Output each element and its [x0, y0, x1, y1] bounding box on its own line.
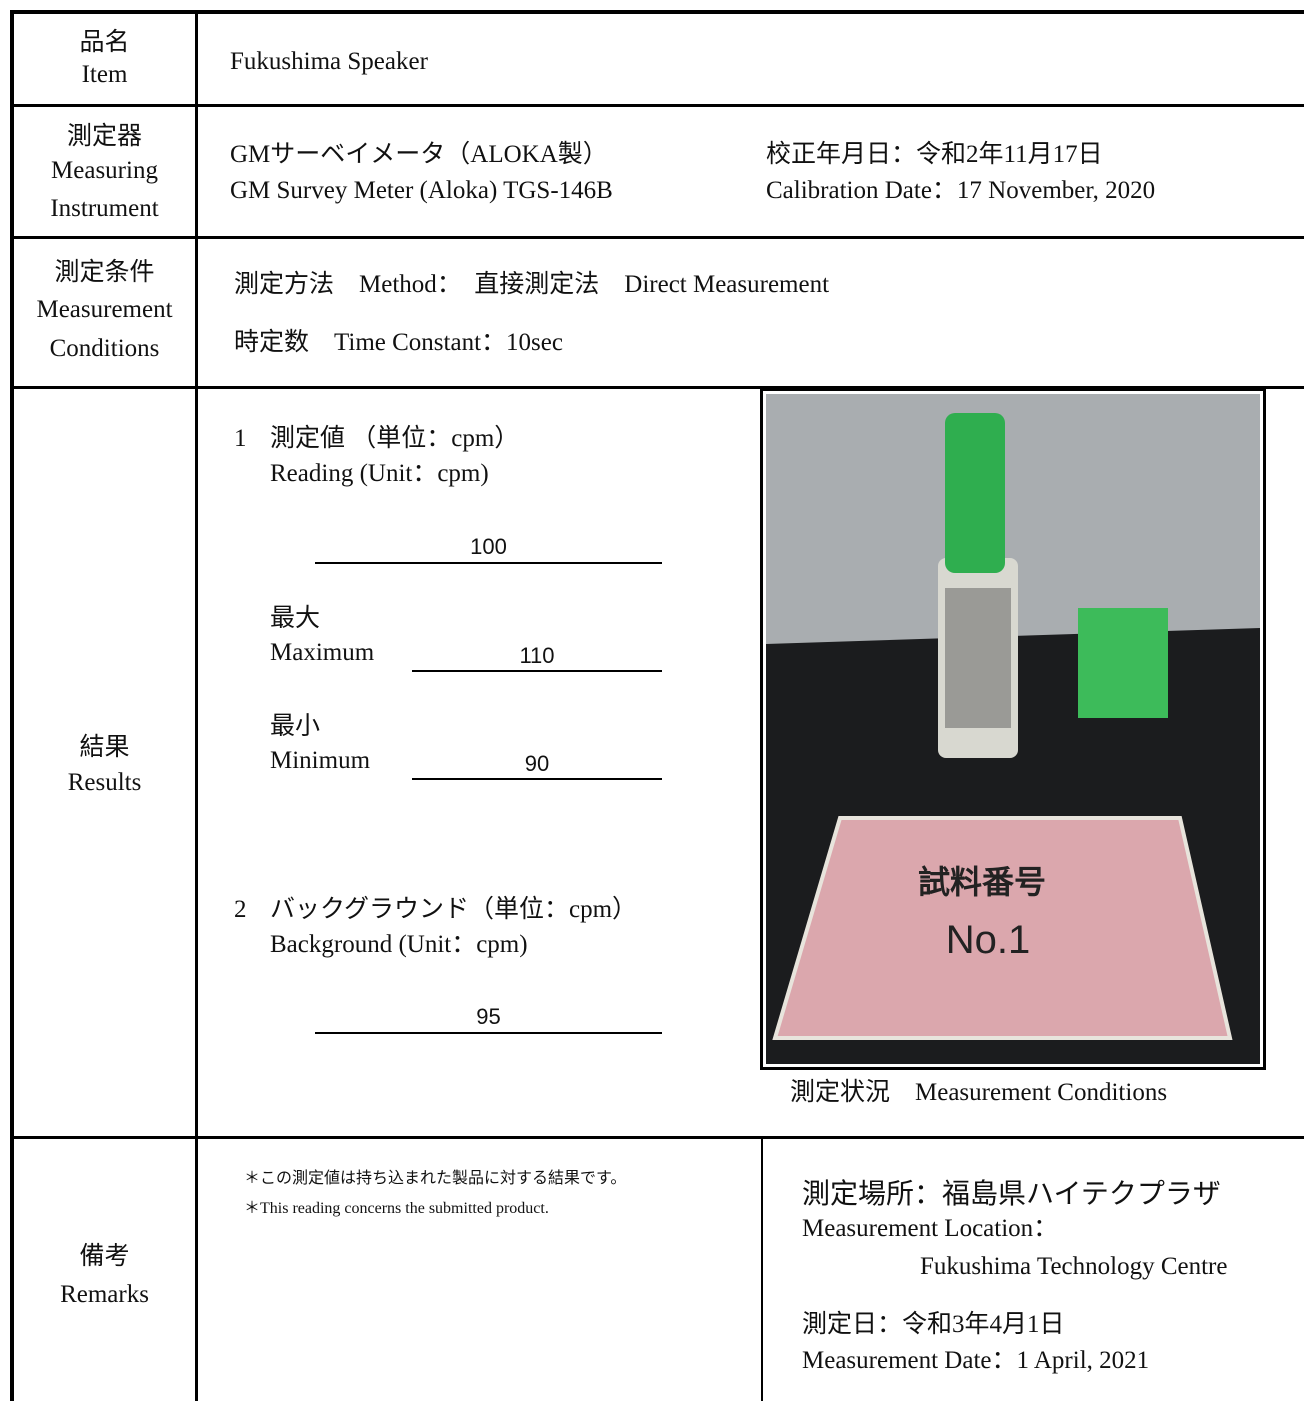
photo: 試料番号 No.1	[760, 388, 1266, 1070]
label: Measuring	[51, 157, 158, 184]
value: Fukushima Speaker	[230, 48, 428, 75]
label: Instrument	[50, 195, 159, 222]
underline	[315, 562, 662, 564]
text: 測定場所：福島県ハイテクプラザ	[802, 1179, 1221, 1210]
text: Maximum	[270, 639, 375, 666]
underline	[412, 670, 662, 672]
value: GMサーベイメータ（ALOKA製）	[230, 141, 608, 168]
text: 最大	[270, 605, 321, 632]
row-divider	[10, 386, 1304, 389]
label: Conditions	[49, 335, 160, 362]
photo-text: No.1	[946, 918, 1031, 962]
value: 90	[524, 751, 550, 776]
value: 校正年月日：令和2年11月17日	[766, 141, 1103, 168]
column-divider	[195, 10, 198, 1401]
value: 100	[470, 534, 507, 559]
text: Measurement Location：	[802, 1215, 1059, 1242]
label: 結果	[79, 734, 130, 761]
text: Minimum	[270, 747, 371, 774]
text: Background (Unit：cpm)	[270, 931, 528, 958]
remarks-divider	[761, 1136, 763, 1401]
underline	[315, 1032, 662, 1034]
value: 95	[476, 1004, 501, 1029]
text: Fukushima Technology Centre	[920, 1253, 1228, 1280]
label: 測定器	[66, 123, 142, 150]
label: Item	[81, 61, 128, 88]
value: 測定方法 Method： 直接測定法 Direct Measurement	[234, 271, 830, 298]
label: Measurement	[36, 296, 173, 323]
underline	[412, 778, 662, 780]
label: 備考	[79, 1243, 130, 1270]
row-divider	[10, 1136, 1304, 1139]
photo-text: 試料番号	[918, 863, 1046, 901]
text: バックグラウンド（単位：cpm）	[270, 896, 638, 923]
label: Results	[67, 769, 142, 796]
text: 測定日：令和3年4月1日	[802, 1311, 1065, 1338]
text: Measurement Date：1 April, 2021	[802, 1347, 1150, 1374]
label: 品名	[79, 29, 130, 56]
number: 2	[234, 896, 247, 923]
note: ＊This reading concerns the submitted pro…	[244, 1200, 549, 1217]
value: Calibration Date：17 November, 2020	[766, 177, 1156, 204]
label: 測定条件	[54, 259, 155, 286]
border-left	[10, 10, 14, 1401]
text: 測定値 （単位：cpm）	[270, 425, 520, 452]
value: 時定数 Time Constant：10sec	[234, 329, 563, 356]
text: Reading (Unit：cpm)	[270, 460, 489, 487]
border-top	[10, 10, 1304, 14]
text: 最小	[270, 713, 321, 740]
caption: 測定状況 Measurement Conditions	[790, 1079, 1168, 1106]
value: GM Survey Meter (Aloka) TGS-146B	[230, 177, 613, 204]
value: 110	[519, 643, 555, 668]
label: Remarks	[60, 1281, 149, 1308]
number: 1	[234, 425, 247, 452]
row-divider	[10, 236, 1304, 239]
note: ＊この測定値は持ち込まれた製品に対する結果です。	[244, 1170, 627, 1187]
row-divider	[10, 104, 1304, 107]
